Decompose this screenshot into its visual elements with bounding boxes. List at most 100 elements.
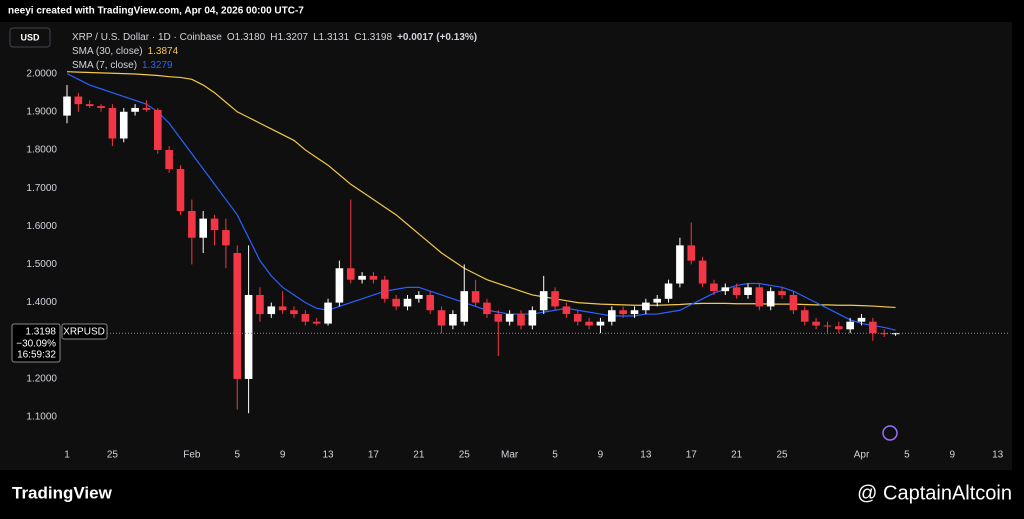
candle-body — [539, 291, 548, 311]
x-tick-label: 17 — [368, 450, 380, 461]
x-tick-label: 13 — [640, 450, 652, 461]
l-key: L — [313, 32, 319, 43]
sma7-name: SMA (7, close) — [72, 60, 137, 71]
candle-body — [381, 279, 389, 299]
x-tick-label: 1 — [64, 450, 70, 461]
bolt-icon[interactable] — [882, 425, 898, 441]
candle-body — [517, 314, 525, 326]
x-tick-label: 13 — [322, 450, 334, 461]
candle-body — [267, 306, 276, 315]
symbol-tag: XRPUSD — [63, 327, 105, 338]
candle-body — [335, 268, 344, 303]
candle-body — [528, 310, 537, 326]
candle-body — [585, 321, 593, 326]
legend-symbol-row: XRP / U.S. Dollar · 1D · Coinbase O1.3180… — [72, 32, 477, 43]
candle-body — [687, 245, 696, 261]
candle-body — [154, 109, 162, 150]
candle-body — [698, 260, 707, 284]
x-tick-label: 25 — [107, 450, 119, 461]
candle-body — [653, 298, 661, 303]
o-key: O — [227, 32, 235, 43]
candle-body — [835, 326, 843, 330]
sma7-value: 1.3279 — [142, 60, 173, 71]
candle-body — [869, 321, 877, 334]
candle-body — [233, 252, 242, 379]
candle-body — [789, 294, 798, 311]
x-tick-label: 25 — [776, 450, 788, 461]
price-change: −30.09% — [16, 339, 56, 350]
candle-body — [403, 298, 412, 307]
candle-body — [176, 169, 185, 212]
c-key: C — [354, 32, 361, 43]
y-tick-label: 1.8000 — [26, 145, 57, 156]
x-tick-label: Apr — [854, 450, 870, 461]
change: +0.0017 (+0.13%) — [397, 32, 477, 43]
candle-body — [505, 314, 514, 322]
candle-body — [471, 291, 480, 303]
candle-body — [800, 310, 809, 322]
price-box — [11, 323, 61, 363]
candle-body — [165, 149, 173, 170]
candle-body — [823, 325, 832, 327]
price: 1.3198 — [25, 327, 56, 338]
c: 1.3198 — [361, 32, 392, 43]
y-tick-label: 1.7000 — [26, 183, 57, 194]
x-tick-label: Mar — [501, 450, 519, 461]
candle-body — [812, 321, 820, 326]
x-tick-label: 21 — [413, 450, 425, 461]
candle-body — [449, 314, 457, 326]
h-key: H — [270, 32, 277, 43]
candle-body — [301, 314, 310, 322]
header: neeyi created with TradingView.com, Apr … — [8, 6, 304, 17]
candle-body — [74, 96, 83, 105]
candle-body — [119, 111, 128, 139]
candle-body — [358, 275, 366, 280]
currency-label[interactable]: USD — [20, 32, 40, 42]
candle-body — [891, 333, 900, 335]
y-tick-label: 1.6000 — [26, 221, 57, 232]
candle-body — [290, 310, 298, 315]
x-tick-label: 13 — [992, 450, 1004, 461]
x-tick-label: 5 — [234, 450, 240, 461]
x-tick-label: 5 — [552, 450, 558, 461]
candle-body — [222, 230, 230, 246]
candle-body — [85, 104, 94, 107]
candle-body — [131, 107, 139, 112]
candle-body — [619, 310, 627, 315]
currency-button[interactable] — [9, 27, 51, 48]
symbol: XRP / U.S. Dollar · 1D · Coinbase — [72, 32, 222, 43]
candle-body — [199, 218, 207, 238]
x-tick-label: 25 — [459, 450, 471, 461]
plot-background — [0, 22, 1012, 470]
candle-body — [324, 302, 332, 324]
candle-body — [415, 294, 423, 299]
symbol-box — [61, 323, 108, 340]
candle-body — [710, 283, 718, 292]
countdown: 16:59:32 — [17, 350, 56, 361]
candle-body — [642, 302, 650, 311]
x-tick-label: 5 — [904, 450, 910, 461]
legend-sma7: SMA (7, close) 1.3279 — [72, 60, 173, 71]
candle-body — [108, 107, 117, 139]
x-tick-label: 9 — [598, 450, 604, 461]
candle-body — [97, 106, 105, 108]
sma30-name: SMA (30, close) — [72, 46, 143, 57]
y-tick-label: 1.2000 — [26, 374, 57, 385]
watermark: @ CaptainAltcoin — [857, 482, 1012, 504]
candle-body — [63, 96, 71, 116]
candle-body — [437, 310, 446, 326]
candle-body — [766, 291, 775, 307]
candle-body — [608, 310, 616, 322]
candle-body — [346, 268, 355, 280]
candle-body — [312, 321, 321, 324]
x-tick-label: 9 — [950, 450, 956, 461]
candle-body — [483, 302, 491, 315]
candle-body — [573, 314, 582, 322]
candle-body — [244, 294, 253, 379]
marks: 2.0000 1.9000 1.8000 1.7000 1.6000 1.5000 1.40… — [26, 68, 1010, 461]
sma-line — [66, 73, 896, 331]
x-tick-label: 21 — [731, 450, 743, 461]
candle-body — [256, 294, 264, 315]
y-tick-label: 1.5000 — [26, 259, 57, 270]
